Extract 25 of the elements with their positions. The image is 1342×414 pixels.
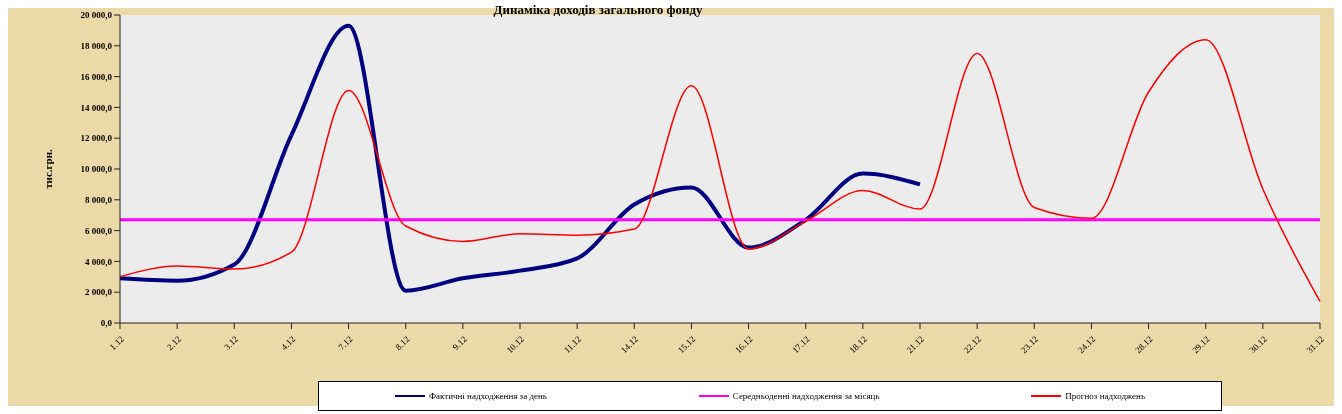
y-tick-label: 8 000,0 [85,195,113,205]
x-tick-label: 7.12 [336,333,355,353]
y-tick-label: 4 000,0 [85,256,113,267]
x-tick-label: 4.12 [279,333,298,353]
legend-label: Фактичні надходження за день [428,391,547,401]
y-tick-label: 6 000,0 [85,225,113,236]
x-tick-label: 3.12 [222,333,241,353]
x-tick-label: 9.12 [450,333,469,353]
y-tick-label: 18 000,0 [80,40,113,51]
y-tick-label: 20 000,0 [80,10,113,21]
y-tick-label: 12 000,0 [80,133,113,144]
legend-label: Середньоденні надходження за місяць [732,391,880,401]
line-series [118,23,922,293]
line-series [119,38,1321,303]
x-tick-label: 2.12 [164,333,184,353]
y-tick-label: 0,0 [100,318,113,329]
y-tick-label: 10 000,0 [80,164,113,175]
y-tick-label: 16 000,0 [80,71,113,82]
x-tick-label: 8.12 [393,333,412,353]
legend-label: Прогноз надходжень [1065,391,1146,401]
y-axis-title: тис.грн. [41,148,54,189]
chart-title: Динаміка доходів загального фонду [492,2,704,18]
y-tick-label: 2 000,0 [85,287,113,298]
y-tick-label: 14 000,0 [80,102,113,113]
x-tick-label: 1.12 [107,333,126,353]
